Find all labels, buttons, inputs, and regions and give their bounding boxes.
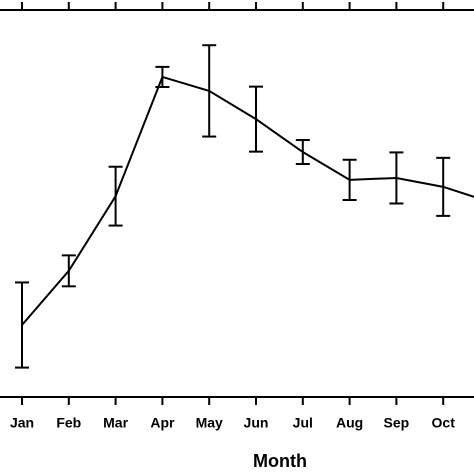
x-tick-label: Aug [336, 415, 363, 431]
error-bar [295, 139, 310, 166]
x-tick-label: Sep [384, 415, 410, 431]
x-tick-label: Apr [150, 415, 175, 431]
error-bar [108, 165, 123, 227]
line [21, 75, 474, 326]
x-tick-label: Oct [432, 415, 456, 431]
x-tick-label: Mar [103, 415, 128, 431]
x-tick-label: Jun [244, 415, 269, 431]
error-bar [249, 85, 263, 153]
x-tick-label: May [196, 415, 223, 431]
x-axis-title: Month [253, 451, 307, 471]
error-bar [389, 151, 404, 205]
x-tick-label: Jan [10, 415, 34, 431]
x-tick-label: Jul [293, 415, 313, 431]
error-bar [342, 158, 357, 202]
x-tick-label: Feb [56, 415, 81, 431]
error-bar [436, 156, 451, 217]
error-bar [202, 44, 217, 138]
error-bar [61, 254, 76, 288]
error-bar [15, 281, 29, 369]
error-bar [155, 65, 170, 89]
